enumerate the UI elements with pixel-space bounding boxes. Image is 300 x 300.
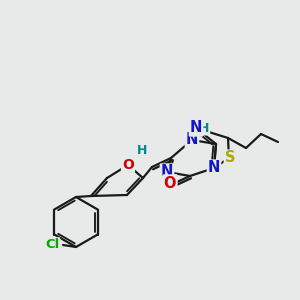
Text: S: S — [225, 151, 235, 166]
Text: H: H — [199, 122, 209, 134]
Text: H: H — [137, 143, 147, 157]
Text: N: N — [161, 164, 173, 179]
Text: H: H — [137, 143, 147, 157]
Text: N: N — [190, 121, 202, 136]
Text: Cl: Cl — [45, 238, 59, 251]
Text: Cl: Cl — [45, 238, 59, 251]
Text: N: N — [208, 160, 220, 175]
Text: O: O — [164, 176, 176, 190]
Text: O: O — [122, 158, 134, 172]
Text: N: N — [186, 133, 198, 148]
Text: O: O — [164, 176, 176, 190]
Text: O: O — [122, 158, 134, 172]
